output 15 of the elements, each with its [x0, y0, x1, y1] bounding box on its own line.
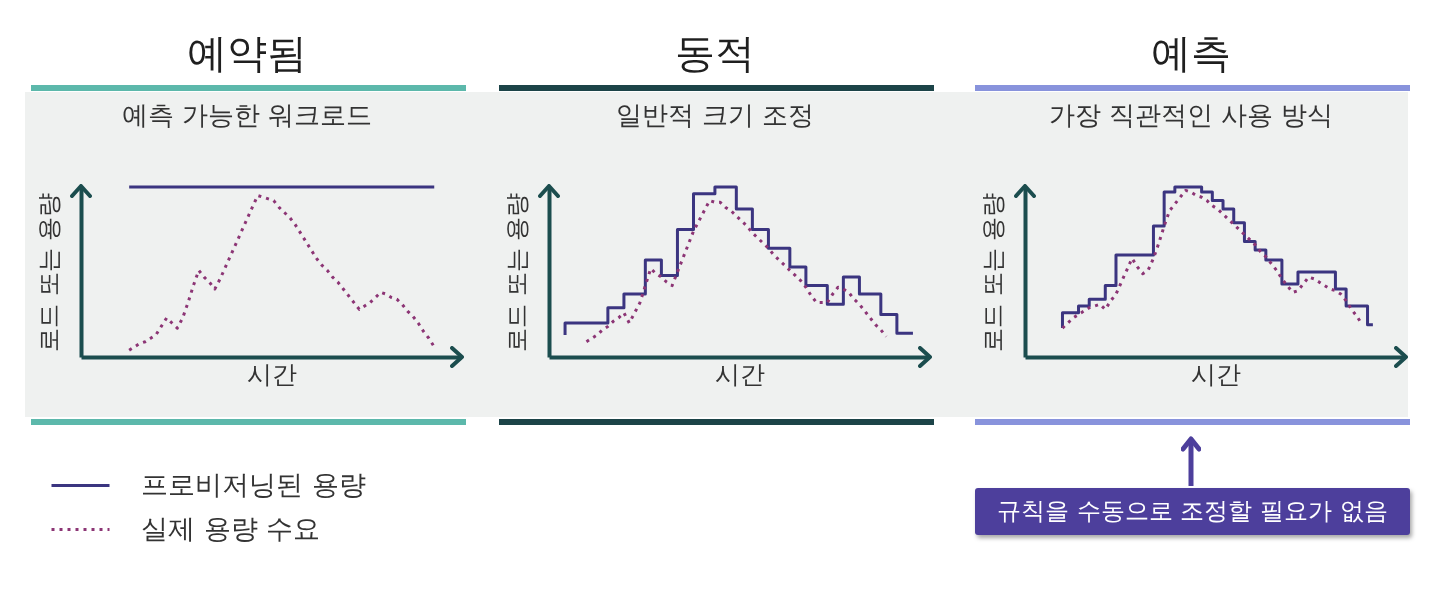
chart-title: 예측: [1151, 29, 1231, 76]
chart-title: 예약됨: [187, 29, 307, 76]
chart-subtitle: 가장 직관적인 사용 방식: [1048, 99, 1334, 130]
x-axis-title: 시간: [246, 359, 297, 389]
x-axis-title: 시간: [1190, 359, 1241, 389]
x-axis-title: 시간: [714, 359, 765, 389]
chart-title: 동적: [675, 29, 755, 76]
y-axis-title: 로드 또는 용량: [34, 192, 63, 353]
text: 규칙을 수동으로 조정할 필요가 없음: [975, 488, 1410, 535]
y-axis-title: 로드 또는 용량: [502, 192, 531, 353]
legend-label: 프로비저닝된 용량: [141, 468, 366, 500]
chart-subtitle: 일반적 크기 조정: [615, 99, 815, 130]
legend-label: 실제 용량 수요: [141, 512, 321, 544]
chart-subtitle: 예측 가능한 워크로드: [121, 99, 373, 130]
y-axis-title: 로드 또는 용량: [978, 192, 1007, 353]
